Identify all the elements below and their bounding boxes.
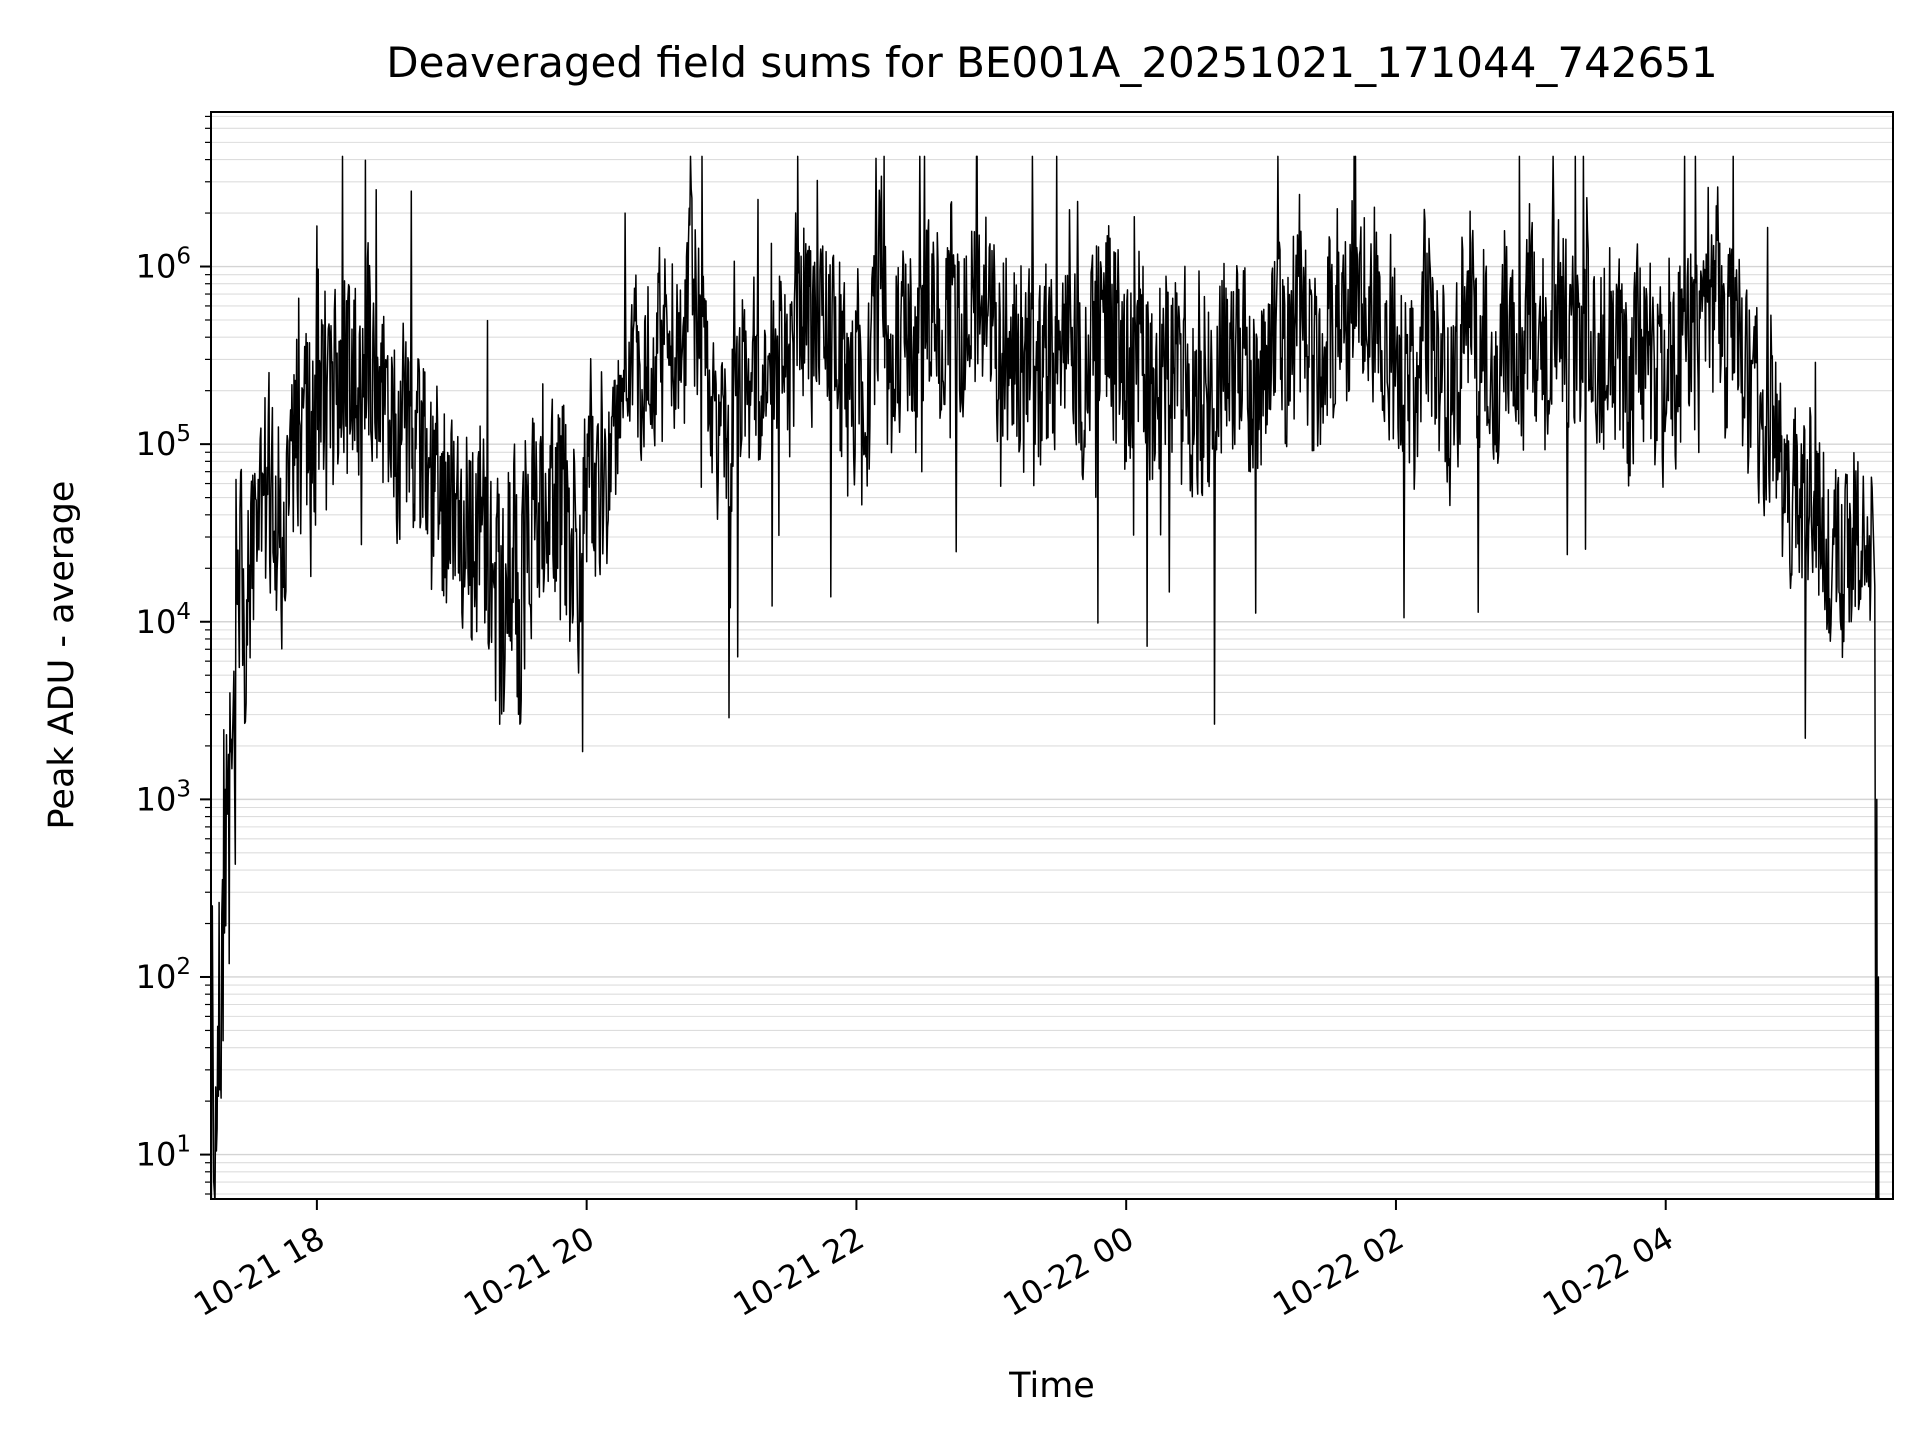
axes-spines <box>210 111 1894 1200</box>
x-tick-label: 10-21 18 <box>187 1219 331 1324</box>
x-tick-label: 10-22 04 <box>1536 1219 1680 1324</box>
x-ticks: 10-21 18 10-21 20 10-21 22 10-22 00 10-22 02… <box>187 1199 1680 1324</box>
x-tick-label: 10-21 20 <box>457 1219 601 1324</box>
y-ticks: 101 102 103 104 105 106 <box>136 115 211 1195</box>
y-tick-label: 104 <box>136 599 191 641</box>
y-tick-label: 105 <box>136 421 191 463</box>
x-tick-label: 10-22 00 <box>997 1219 1141 1324</box>
y-tick-label: 102 <box>136 954 191 996</box>
x-tick-label: 10-22 02 <box>1266 1219 1410 1324</box>
x-axis-label: Time <box>1009 1366 1095 1406</box>
chart-title: Deaveraged field sums for BE001A_2025102… <box>386 38 1718 87</box>
y-tick-label: 106 <box>136 244 191 286</box>
x-tick-label: 10-21 22 <box>727 1219 871 1324</box>
y-tick-label: 101 <box>136 1132 191 1174</box>
y-tick-label: 103 <box>136 776 191 818</box>
series-line <box>211 155 1880 1199</box>
